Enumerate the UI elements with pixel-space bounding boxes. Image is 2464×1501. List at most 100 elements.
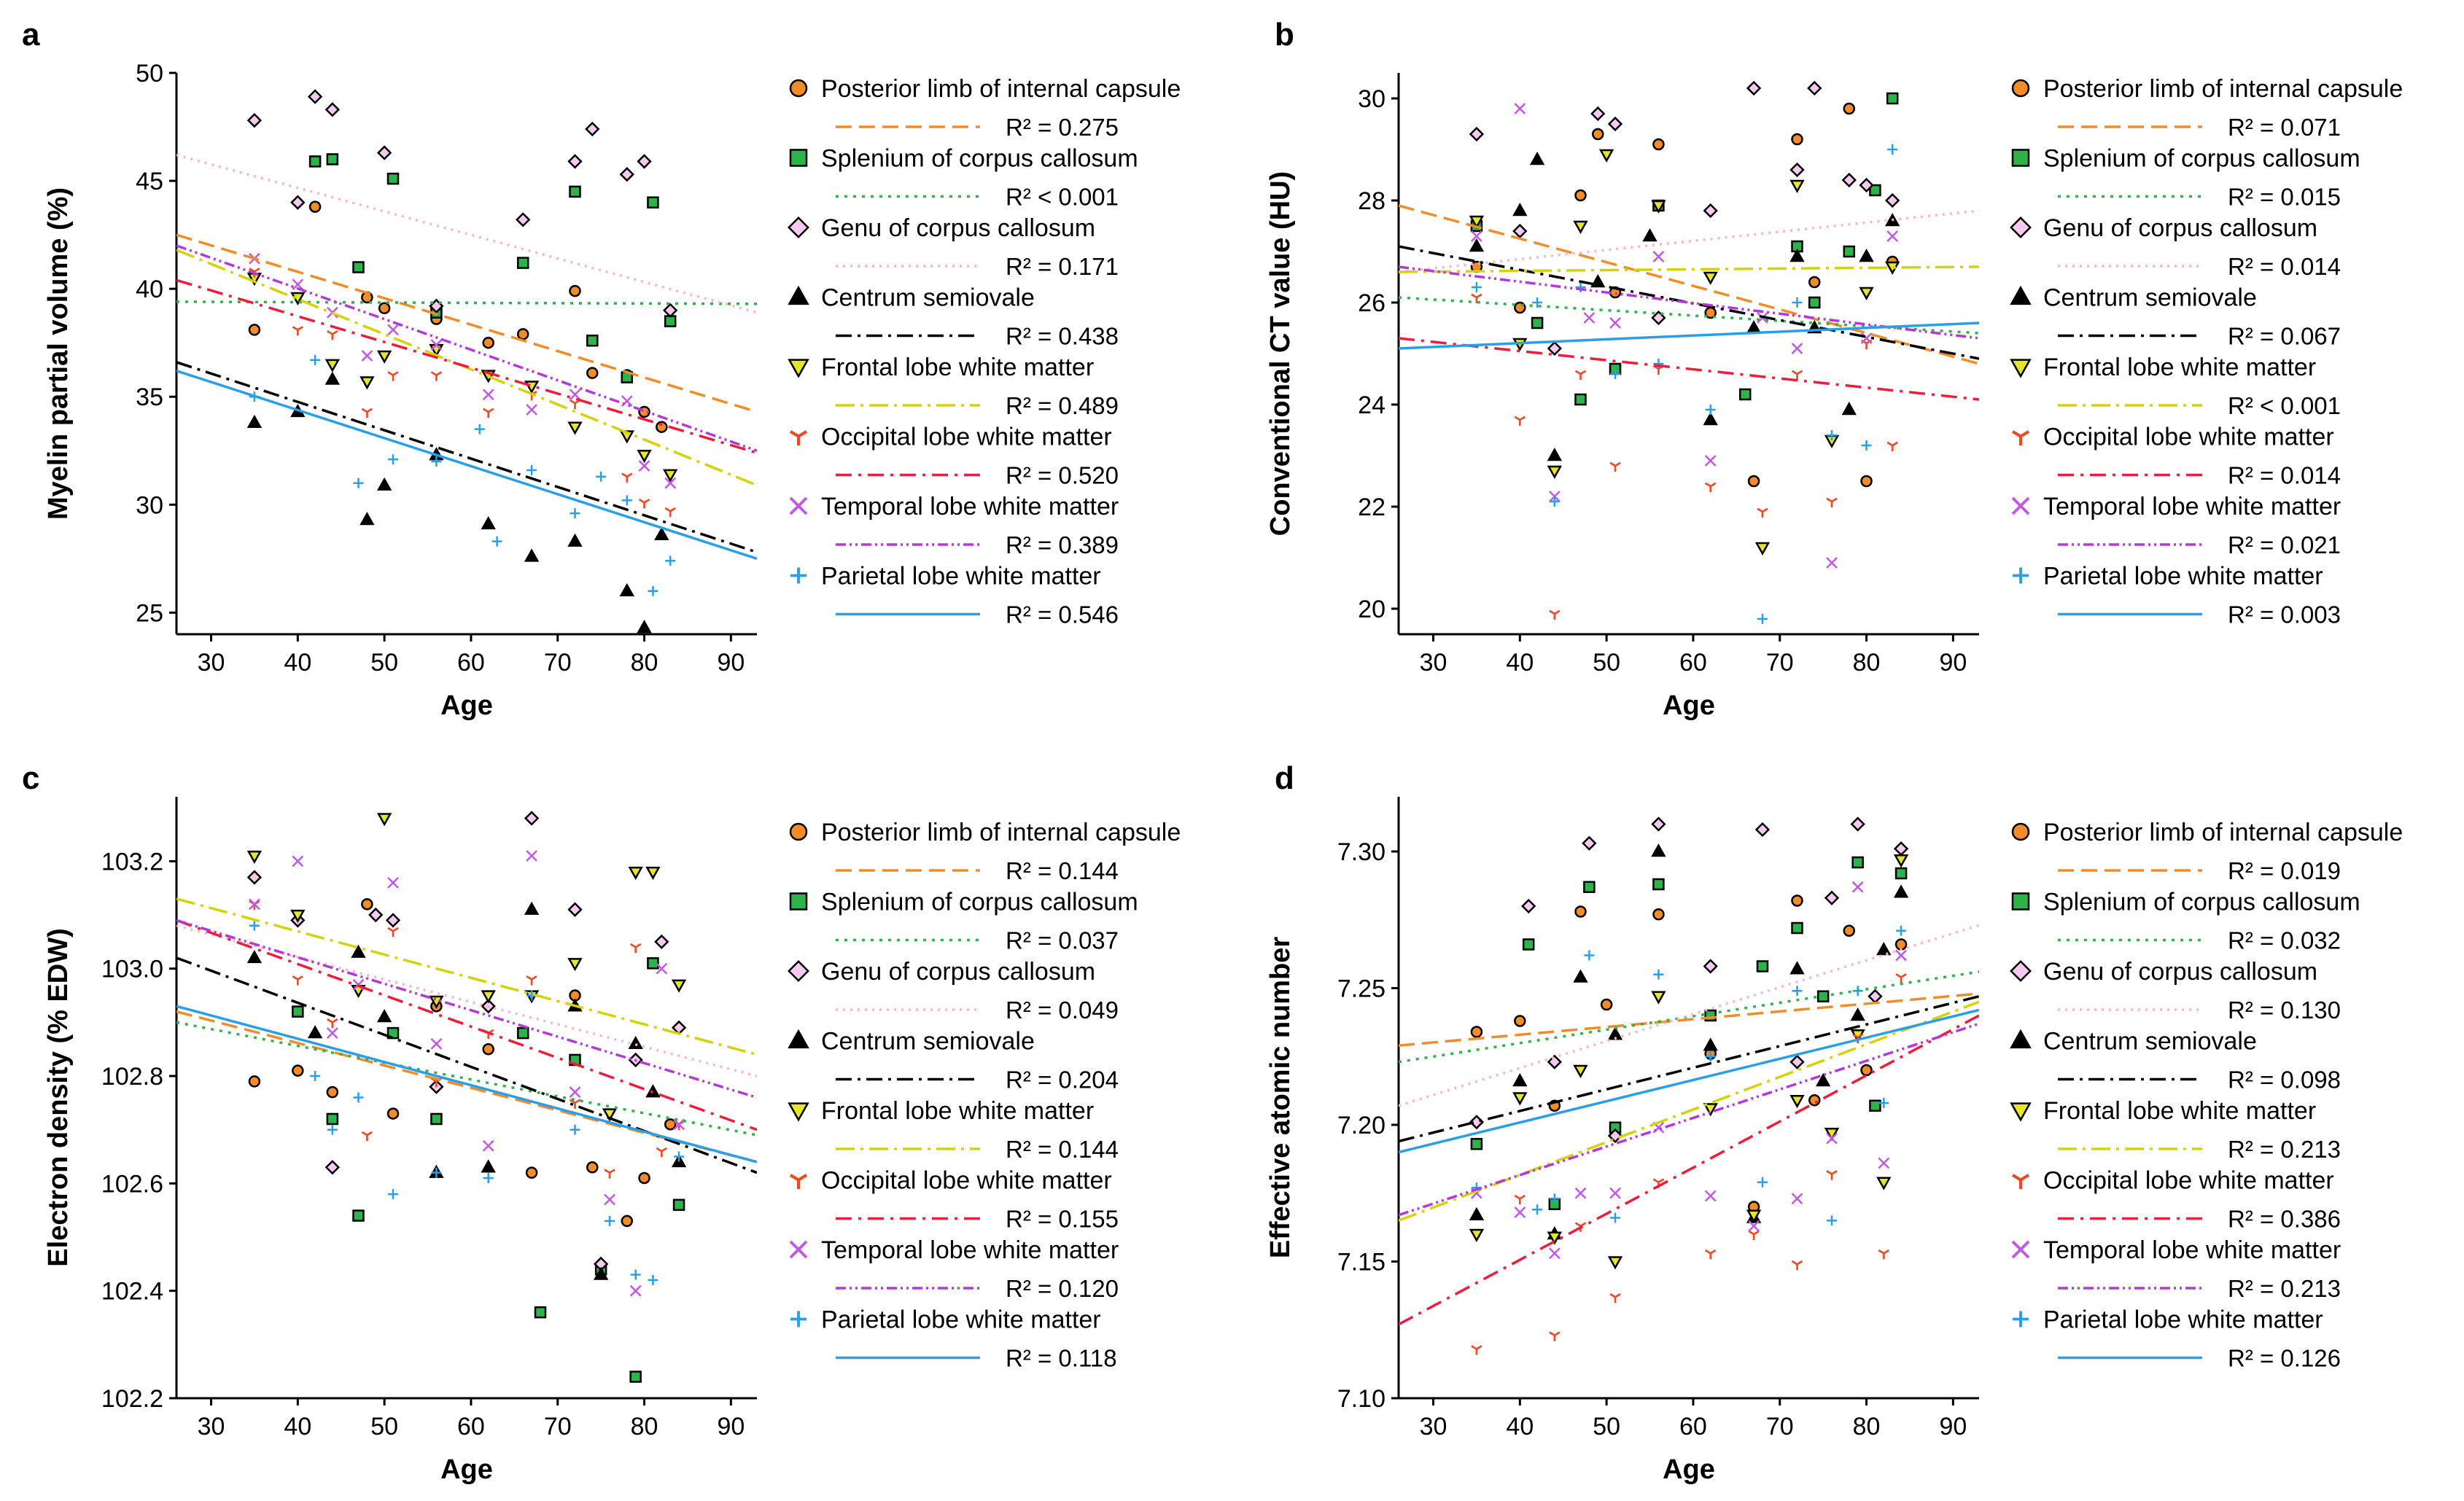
data-point-shape (1808, 296, 1821, 309)
data-point-shape (376, 350, 392, 364)
legend-label: Temporal lobe white matter (821, 1236, 1119, 1264)
legend-label: Parietal lobe white matter (821, 1306, 1101, 1334)
legend-r2: R² = 0.386 (2228, 1206, 2341, 1233)
legend-marker (2011, 822, 2030, 841)
data-point (1808, 1094, 1821, 1107)
data-point-arm (488, 408, 494, 413)
legend-marker (2011, 430, 2030, 446)
panel-letter: a (22, 17, 40, 52)
legend-marker-shape (2011, 892, 2030, 911)
data-point (672, 1198, 685, 1212)
x-tick-label: 60 (457, 1413, 485, 1440)
fit-line-3 (176, 924, 757, 1077)
legend-label: Splenium of corpus callosum (2043, 889, 2360, 916)
legend-marker (2013, 1311, 2029, 1327)
data-point-shape (386, 172, 400, 185)
fit-line-4 (1399, 995, 1979, 1143)
data-point (630, 1269, 641, 1280)
data-point (1792, 297, 1803, 308)
data-point-shape (1651, 843, 1666, 857)
data-point-arm (1579, 370, 1587, 375)
data-point (324, 359, 341, 373)
data-point-shape (1894, 867, 1908, 880)
data-point-arm (332, 330, 338, 335)
data-point-arm (531, 975, 537, 980)
legend-marker-arm (789, 1174, 800, 1182)
data-point-stroke (1548, 1247, 1561, 1260)
data-point-shape (1547, 340, 1563, 356)
data-point (1746, 80, 1762, 96)
legend-marker-arm (2019, 430, 2030, 438)
data-point-shape (1583, 881, 1596, 893)
data-point-stroke (1886, 230, 1899, 242)
data-point (1592, 128, 1604, 141)
data-point-arm (430, 371, 438, 376)
data-point-shape (1851, 856, 1864, 869)
data-point-arm (1883, 1249, 1889, 1255)
data-point-shape (663, 469, 678, 483)
data-point-shape (1893, 854, 1909, 868)
data-point (327, 1124, 338, 1135)
data-point (524, 548, 540, 562)
data-point (1876, 1177, 1892, 1190)
legend-r2: R² < 0.001 (2228, 392, 2341, 419)
legend-marker (789, 79, 808, 98)
data-point-stroke (326, 1027, 338, 1039)
legend-marker (2010, 359, 2032, 378)
data-point (1827, 430, 1838, 440)
series-3-points (1469, 80, 1900, 356)
data-point (360, 376, 375, 390)
data-point-arm (1748, 1230, 1754, 1236)
data-point (1469, 238, 1485, 252)
data-point (324, 371, 341, 385)
data-point-stroke (482, 389, 494, 401)
data-point-arm (1895, 973, 1902, 978)
data-point-shape (524, 381, 540, 394)
data-point-arm (1791, 370, 1798, 375)
panel-letter: b (1275, 17, 1294, 52)
data-point-stroke (1471, 230, 1482, 242)
data-point-arm (1826, 1170, 1833, 1175)
data-point-stroke (569, 389, 581, 401)
series-2-points (1470, 92, 1899, 406)
data-point (1703, 959, 1718, 974)
y-axis-title: Conventional CT value (HU) (1265, 171, 1296, 536)
data-point (1850, 816, 1865, 832)
data-point (1826, 557, 1838, 569)
data-point (1652, 878, 1665, 891)
legend-marker-arm (797, 1174, 808, 1182)
data-point-shape (1573, 1064, 1588, 1078)
series-1-points (1470, 102, 1899, 488)
data-point (1824, 890, 1840, 905)
data-point (1792, 986, 1803, 997)
data-point (586, 334, 599, 347)
data-point (481, 990, 496, 1004)
x-tick-label: 80 (631, 649, 658, 677)
legend-label: Temporal lobe white matter (2043, 1236, 2341, 1264)
y-tick-label: 22 (1358, 494, 1385, 521)
data-point-stroke (1704, 455, 1717, 467)
data-point (1860, 332, 1873, 344)
data-point (430, 1112, 443, 1126)
data-point (1514, 1206, 1526, 1218)
data-point (516, 257, 529, 269)
data-point (1549, 496, 1560, 507)
data-point (326, 1027, 338, 1039)
series-2-points (1470, 856, 1908, 1210)
data-point (1547, 1231, 1563, 1245)
data-point-arm (392, 371, 399, 376)
data-point (671, 979, 687, 993)
legend-label: Occipital lobe white matter (2043, 1167, 2334, 1195)
data-point-shape (1703, 1037, 1718, 1051)
data-point (1600, 998, 1613, 1011)
data-point (1705, 405, 1716, 415)
data-point-arm (1857, 1033, 1864, 1039)
legend-marker (789, 149, 808, 167)
data-point (246, 850, 263, 864)
legend-label: Genu of corpus callosum (2043, 214, 2317, 242)
data-point (656, 421, 668, 433)
series-5-points (246, 813, 687, 1122)
legend-r2: R² = 0.049 (1006, 997, 1119, 1024)
data-point (1469, 1228, 1485, 1242)
fit-line-2 (1399, 970, 1979, 1064)
